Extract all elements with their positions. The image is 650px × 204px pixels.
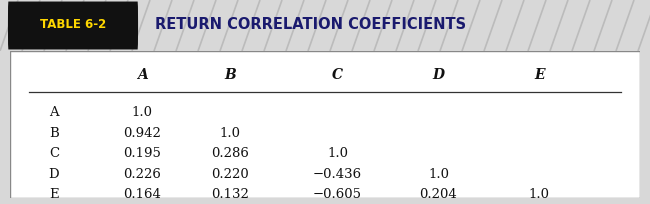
Text: 0.132: 0.132 <box>211 188 250 201</box>
Text: D: D <box>49 168 59 181</box>
Text: −0.605: −0.605 <box>313 188 362 201</box>
Text: C: C <box>49 147 59 160</box>
Text: 1.0: 1.0 <box>132 106 153 119</box>
Text: E: E <box>49 188 58 201</box>
Text: A: A <box>136 68 148 82</box>
Text: A: A <box>49 106 58 119</box>
Text: 0.942: 0.942 <box>124 127 161 140</box>
FancyBboxPatch shape <box>10 51 640 198</box>
FancyBboxPatch shape <box>8 2 138 50</box>
Text: 0.204: 0.204 <box>420 188 458 201</box>
Text: C: C <box>332 68 343 82</box>
Text: B: B <box>224 68 237 82</box>
Text: 0.164: 0.164 <box>124 188 161 201</box>
Text: E: E <box>534 68 545 82</box>
Text: 1.0: 1.0 <box>220 127 241 140</box>
Text: −0.436: −0.436 <box>313 168 362 181</box>
Text: RETURN CORRELATION COEFFICIENTS: RETURN CORRELATION COEFFICIENTS <box>155 17 466 32</box>
Text: B: B <box>49 127 58 140</box>
Text: 0.195: 0.195 <box>124 147 161 160</box>
Text: D: D <box>432 68 445 82</box>
Text: TABLE 6-2: TABLE 6-2 <box>40 18 106 31</box>
Text: 1.0: 1.0 <box>327 147 348 160</box>
Text: 0.226: 0.226 <box>124 168 161 181</box>
Text: 1.0: 1.0 <box>529 188 550 201</box>
Text: 0.286: 0.286 <box>211 147 250 160</box>
Text: 1.0: 1.0 <box>428 168 449 181</box>
Text: 0.220: 0.220 <box>211 168 250 181</box>
